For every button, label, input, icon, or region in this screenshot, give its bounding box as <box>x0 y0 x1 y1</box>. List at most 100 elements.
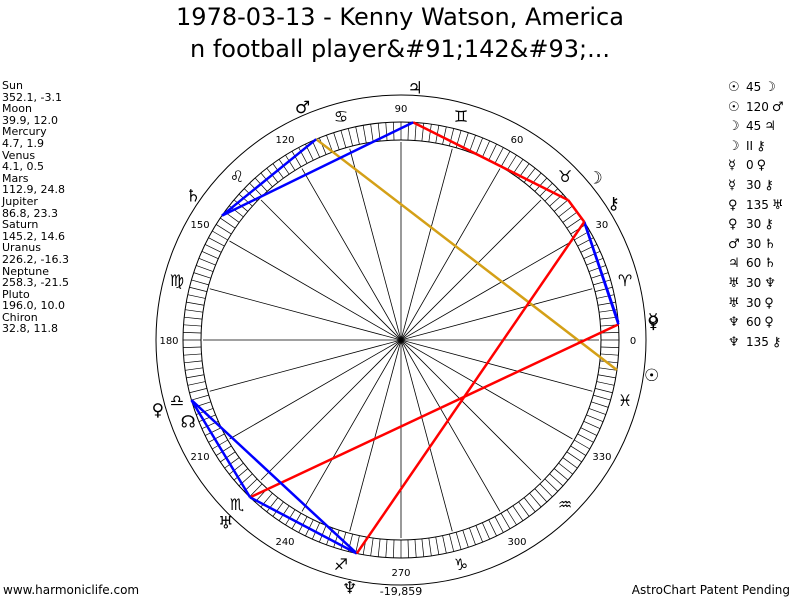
degree-tick <box>475 525 483 543</box>
degree-tick <box>298 147 308 164</box>
degree-tick <box>588 265 606 272</box>
aspect-planet-1: ☽ <box>728 119 740 135</box>
degree-tick <box>201 421 219 429</box>
degree-tick <box>600 324 619 327</box>
degree-tick <box>449 533 455 552</box>
aspect-angle: 30 <box>746 236 762 251</box>
degree-tick <box>544 478 559 492</box>
planet-name: Neptune <box>2 264 50 278</box>
spoke-line <box>301 168 501 512</box>
aspect-planet-1: ☿ <box>728 158 736 174</box>
degree-tick <box>586 258 604 266</box>
degree-tick <box>347 533 353 552</box>
degree-tick <box>597 374 616 379</box>
planet-coords: 86.8, 23.3 <box>2 206 58 220</box>
spoke-line <box>349 148 453 532</box>
planet-coords: 196.0, 10.0 <box>2 299 65 313</box>
planet-name: Saturn <box>2 218 39 232</box>
aspect-line <box>412 121 569 202</box>
planet-glyph: ♂ <box>295 98 310 118</box>
outer-circle <box>155 94 647 586</box>
aspect-row: ☉ 120 ♂ <box>728 100 788 120</box>
aspect-angle: 135 <box>746 197 769 212</box>
planet-name: Mars <box>2 171 29 185</box>
planet-name: Sun <box>2 79 23 92</box>
degree-tick <box>189 388 208 394</box>
degree-tick <box>488 143 497 161</box>
degree-tick <box>220 217 236 229</box>
degree-tick <box>191 279 209 286</box>
degree-label: 300 <box>507 537 526 548</box>
degree-tick <box>558 205 574 218</box>
degree-tick <box>500 513 511 529</box>
aspect-row: ☿ 30 ⚷ <box>728 178 788 198</box>
degree-tick <box>393 539 395 558</box>
degree-tick <box>228 462 244 475</box>
aspect-list: ☉ 45 ☽ ☉ 120 ♂ ☽ 45 ♃ ☽ II ⚷ ☿ 0 ♀ ☿ 30 ⚷ ♀ 135 ♅ ♀ 30 ⚷ ♂ 30 ♄ ♃ 60… <box>728 80 788 354</box>
degree-tick <box>285 154 296 171</box>
degree-label: 180 <box>159 336 178 347</box>
degree-label: 210 <box>191 452 210 463</box>
degree-tick <box>272 163 284 179</box>
zodiac-sign-glyph: ♈ <box>618 271 632 290</box>
planet-name: Mercury <box>2 125 47 139</box>
degree-tick <box>435 536 440 555</box>
aspect-planet-2: ♄ <box>764 236 776 252</box>
zodiac-sign-glyph: ♐ <box>334 555 348 574</box>
aspect-planet-1: ☿ <box>728 177 736 193</box>
degree-tick <box>518 163 530 179</box>
degree-tick <box>393 122 395 141</box>
degree-tick <box>224 211 240 223</box>
degree-tick <box>340 130 347 148</box>
aspect-line <box>221 138 317 217</box>
ring-inner-circle <box>200 139 602 541</box>
degree-tick <box>593 394 611 401</box>
degree-tick <box>333 530 340 548</box>
zodiac-sign-glyph: ♋ <box>334 107 348 126</box>
planet-coords: 352.1, -3.1 <box>2 90 62 104</box>
planet-positions-list: Sun 352.1, -3.1 Moon 39.9, 12.0 Mercury 4.7, … <box>2 80 69 335</box>
degree-tick <box>208 433 225 443</box>
degree-tick <box>534 177 548 192</box>
aspect-row: ♂ 30 ♄ <box>728 237 788 257</box>
degree-tick <box>562 211 578 223</box>
zodiac-sign-glyph: ♌ <box>230 167 244 186</box>
degree-tick <box>529 492 542 508</box>
degree-tick <box>260 492 273 508</box>
footer-website[interactable]: www.harmoniclife.com <box>3 583 140 597</box>
degree-label: 330 <box>592 452 611 463</box>
planet-coords: 39.9, 12.0 <box>2 113 58 127</box>
aspect-planet-1: ♂ <box>728 236 740 252</box>
spoke-line <box>209 288 593 392</box>
aspect-row: ♅ 30 ♆ <box>728 276 788 296</box>
aspect-line <box>249 323 619 499</box>
degree-tick <box>204 244 222 253</box>
aspect-angle: 60 <box>746 256 762 271</box>
degree-tick <box>599 309 617 313</box>
planet-coords: 4.1, 0.5 <box>2 160 44 174</box>
aspect-planet-1: ♆ <box>728 334 740 350</box>
degree-label: 90 <box>395 104 408 115</box>
degree-tick <box>370 538 374 556</box>
planet-glyph: ♃ <box>407 78 422 98</box>
planet-coords: 258.3, -21.5 <box>2 276 69 290</box>
aspect-planet-1: ♆ <box>728 315 740 331</box>
aspect-row: ☿ 0 ♀ <box>728 158 788 178</box>
degree-tick <box>238 193 253 207</box>
aspect-planet-1: ♀ <box>728 197 738 213</box>
degree-tick <box>187 294 206 299</box>
degree-tick <box>355 535 360 554</box>
chart-title-line-1: 1978-03-13 - Kenny Watson, America <box>176 3 624 31</box>
degree-tick <box>594 388 613 394</box>
aspect-planet-1: ♅ <box>728 275 740 291</box>
degree-tick <box>577 237 594 247</box>
degree-tick <box>347 128 353 147</box>
degree-tick <box>193 272 211 279</box>
degree-label: 150 <box>191 220 210 231</box>
planet-glyph: ☿ <box>648 310 658 330</box>
degree-tick <box>488 519 497 537</box>
aspect-angle: II <box>746 138 754 153</box>
degree-tick <box>594 286 613 292</box>
degree-tick <box>544 188 559 202</box>
degree-tick <box>586 414 604 422</box>
